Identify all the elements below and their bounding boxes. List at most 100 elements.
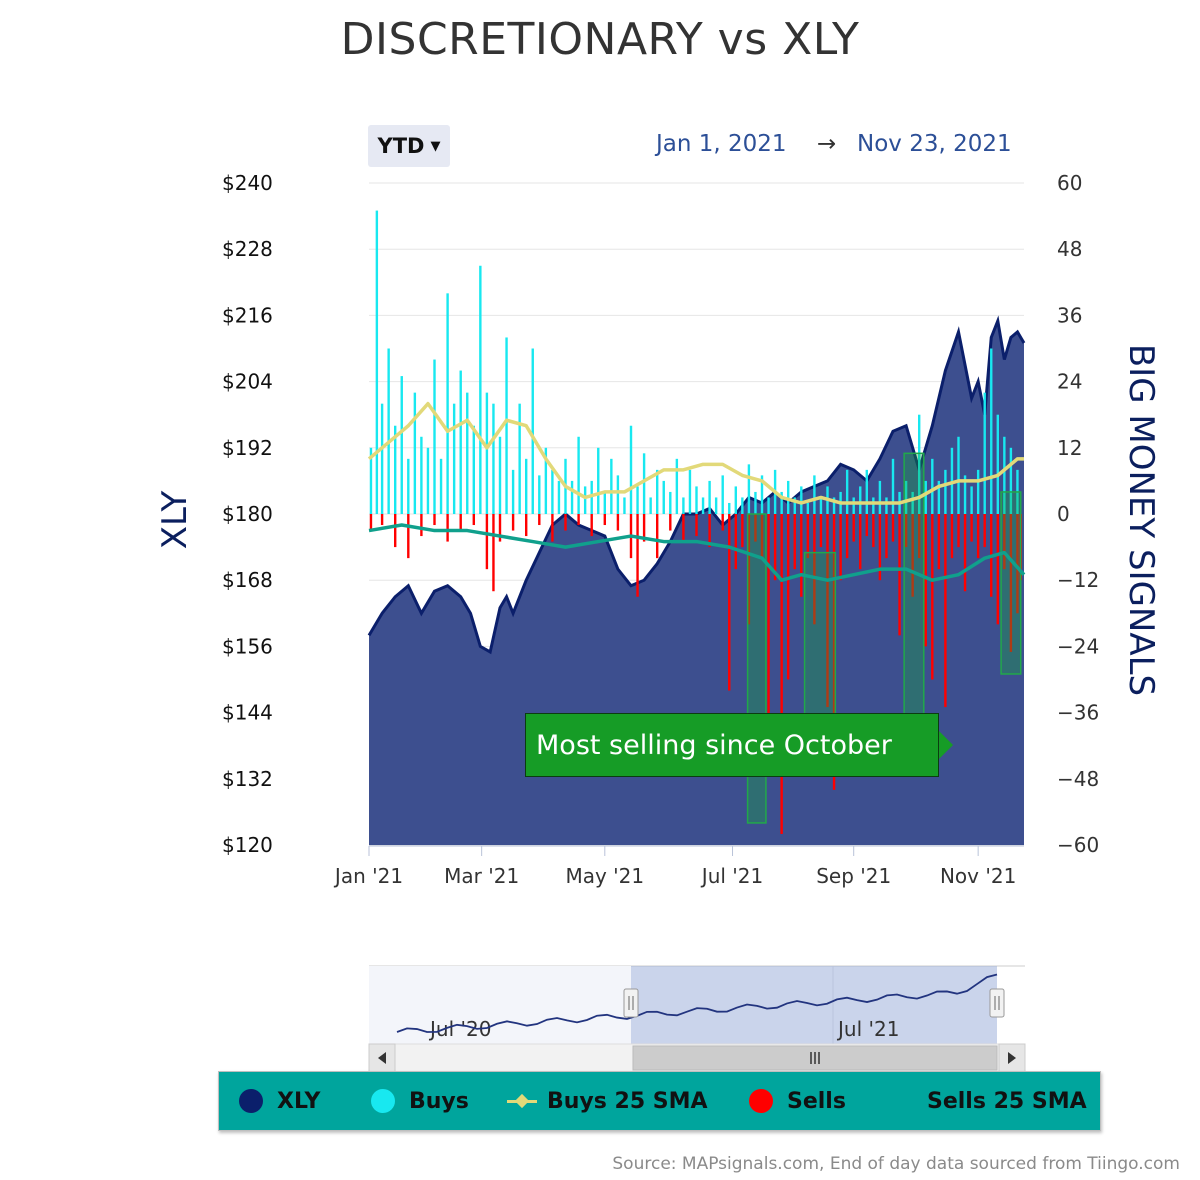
buy-bar	[996, 414, 999, 514]
sell-bar	[898, 514, 901, 636]
sell-bar	[996, 514, 999, 625]
sell-bar	[485, 514, 489, 570]
sell-bar	[695, 514, 698, 537]
xly-price-line	[367, 315, 1026, 655]
buy-bar	[413, 392, 417, 514]
buy-bar	[675, 458, 679, 514]
buy-bar	[845, 469, 849, 514]
legend-item-buys-sma[interactable]: Buys 25 SMA	[507, 1072, 708, 1130]
buy-bar	[970, 486, 973, 514]
sell-bar	[976, 514, 980, 559]
sell-bar	[767, 514, 770, 763]
navigator-left-handle[interactable]	[623, 988, 639, 1018]
buy-bar	[518, 403, 521, 514]
sell-bar	[682, 514, 685, 542]
buy-bar	[551, 469, 554, 514]
right-axis-tick-label: 24	[1057, 370, 1082, 394]
date-to-input[interactable]: Nov 23, 2021	[857, 131, 1012, 157]
legend-item-sells-sma[interactable]: Sells 25 SMA	[927, 1072, 1087, 1130]
buy-bar	[976, 469, 980, 514]
buy-bar	[610, 458, 613, 514]
buy-bar	[616, 475, 620, 514]
navigator: Jul '20 Jul '21	[368, 965, 1026, 1073]
sell-bar	[1003, 514, 1006, 570]
buy-bar	[531, 348, 534, 514]
sell-bar	[963, 514, 967, 592]
buy-bar	[387, 348, 390, 514]
sell-bar	[859, 514, 862, 570]
sell-bar	[380, 514, 384, 526]
sell-bar	[721, 514, 724, 531]
sell-bar	[472, 514, 475, 526]
range-selector-dropdown[interactable]: YTD ▼	[368, 125, 450, 167]
sell-bar	[446, 514, 449, 542]
buy-bar	[577, 436, 580, 514]
legend-item-sells[interactable]: Sells	[749, 1072, 846, 1130]
buy-bar	[708, 480, 711, 514]
navigator-right-handle[interactable]	[989, 988, 1005, 1018]
sell-bar	[1016, 514, 1019, 614]
buy-bar	[819, 497, 823, 514]
buy-bar	[583, 486, 587, 514]
buy-bar	[642, 453, 646, 514]
right-axis-tick-label: 48	[1057, 237, 1082, 261]
legend-label-xly: XLY	[277, 1088, 321, 1114]
date-from-input[interactable]: Jan 1, 2021	[656, 131, 787, 157]
sell-bar	[564, 514, 567, 531]
right-axis-tick-label: 36	[1057, 303, 1082, 327]
sell-bar	[839, 514, 842, 581]
buy-bar	[728, 502, 731, 514]
legend-item-xly[interactable]: XLY	[239, 1072, 320, 1130]
sell-bar	[525, 514, 528, 537]
buy-bar	[760, 475, 764, 514]
left-axis-tick-label: $192	[222, 436, 273, 460]
buy-bar	[931, 458, 934, 514]
buy-bar	[963, 475, 967, 514]
buy-bar	[466, 392, 469, 514]
buy-bar	[787, 480, 790, 514]
buy-bar	[505, 337, 508, 514]
sell-bar	[924, 514, 927, 647]
buy-bar	[629, 425, 633, 514]
sell-bar	[590, 514, 593, 537]
legend-item-buys[interactable]: Buys	[371, 1072, 469, 1130]
highlight-box	[903, 452, 925, 719]
buy-bar	[747, 464, 751, 514]
annotation-callout: Most selling since October	[525, 713, 939, 777]
buy-bar	[597, 447, 600, 514]
sell-bar	[918, 514, 921, 559]
sma-lines	[367, 401, 1026, 582]
sell-bar	[911, 514, 914, 597]
sell-bar	[780, 514, 783, 834]
buy-bar	[649, 497, 652, 514]
range-selector-label: YTD	[377, 134, 425, 158]
buys-legend-dot-icon	[371, 1089, 395, 1113]
buy-bar	[570, 480, 574, 514]
right-axis-tick-label: −60	[1057, 833, 1099, 857]
buy-bar	[800, 486, 803, 514]
sell-bar	[636, 514, 639, 597]
sell-bar	[538, 514, 541, 526]
left-axis-tick-label: $240	[222, 171, 273, 195]
left-axis-tick-label: $204	[222, 370, 273, 394]
buy-bar	[688, 469, 692, 514]
sell-bar	[787, 514, 790, 680]
sell-bar	[904, 514, 908, 548]
buy-bar	[636, 486, 639, 514]
sell-bar	[983, 514, 986, 548]
buy-bar	[498, 436, 502, 514]
buy-bar	[1009, 447, 1013, 514]
sell-bar	[800, 514, 803, 597]
buy-bar	[426, 447, 430, 514]
buy-bar	[682, 497, 685, 514]
sell-bar	[603, 514, 606, 526]
x-axis-tick-label: Nov '21	[940, 864, 1016, 888]
sell-bar	[970, 514, 973, 542]
sell-bar	[885, 514, 888, 559]
sell-bar	[728, 514, 731, 691]
buy-bar	[950, 447, 954, 514]
x-axis-tick-label: Mar '21	[444, 864, 519, 888]
buy-bar	[538, 475, 541, 514]
left-axis-tick-label: $144	[222, 701, 273, 725]
sell-bar	[944, 514, 947, 708]
